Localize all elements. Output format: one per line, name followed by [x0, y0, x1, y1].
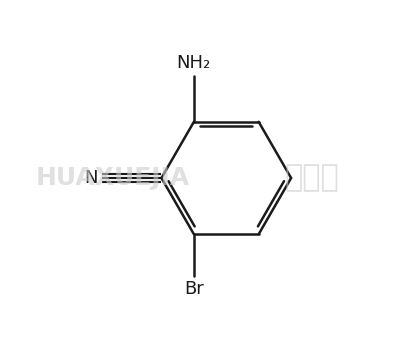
Text: NH₂: NH₂	[177, 54, 211, 72]
Text: HUAXUEJIA: HUAXUEJIA	[35, 166, 190, 190]
Text: 化学加: 化学加	[285, 163, 340, 193]
Text: N: N	[84, 169, 98, 187]
Text: Br: Br	[184, 281, 204, 298]
